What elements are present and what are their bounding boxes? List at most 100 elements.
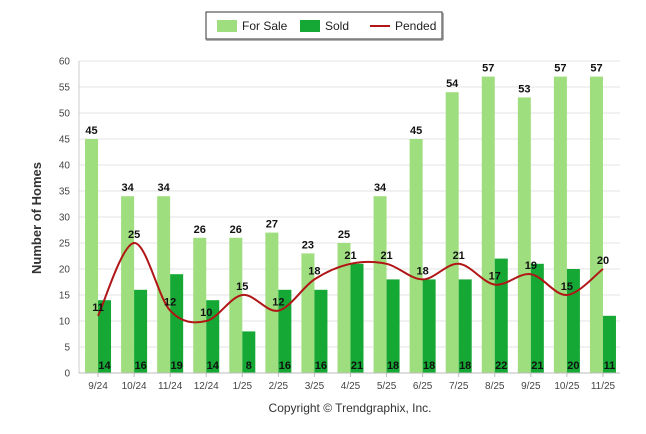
y-tick-label: 50 — [59, 109, 71, 120]
data-label-for-sale: 45 — [85, 125, 97, 137]
data-label-for-sale: 26 — [230, 224, 242, 236]
data-label-pended: 18 — [417, 265, 429, 277]
y-tick-label: 60 — [59, 57, 71, 68]
data-label-sold: 14 — [98, 360, 111, 372]
x-tick-label: 11/24 — [158, 381, 183, 392]
data-label-for-sale: 34 — [158, 182, 171, 194]
x-tick-label: 9/24 — [88, 381, 108, 392]
data-label-for-sale: 45 — [410, 125, 422, 137]
bar-for-sale — [85, 139, 99, 373]
legend-box — [205, 11, 443, 40]
bar-sold — [278, 289, 292, 373]
data-label-sold: 18 — [423, 360, 435, 372]
data-label-sold: 21 — [531, 360, 543, 372]
bar-for-sale — [409, 139, 423, 373]
bar-for-sale — [517, 97, 531, 374]
x-tick-label: 5/25 — [377, 381, 397, 392]
data-label-sold: 16 — [279, 360, 291, 372]
data-label-pended: 18 — [308, 265, 320, 277]
copyright-text: Copyright © Trendgraphix, Inc. — [269, 401, 432, 415]
data-label-pended: 19 — [525, 260, 537, 272]
y-tick-label: 5 — [64, 343, 70, 354]
line-layer — [97, 241, 604, 324]
y-tick-label: 35 — [59, 187, 71, 198]
data-label-pended: 17 — [489, 271, 501, 283]
bar-for-sale — [121, 196, 135, 373]
y-tick-label: 20 — [59, 265, 71, 276]
data-label-sold: 21 — [351, 360, 363, 372]
x-tick-label: 2/25 — [269, 381, 289, 392]
legend-swatch — [300, 20, 320, 32]
legend-swatch — [217, 20, 237, 32]
data-label-for-sale: 54 — [446, 78, 459, 90]
bar-sold — [170, 274, 184, 373]
y-tick-label: 40 — [59, 161, 71, 172]
bar-sold — [350, 263, 364, 373]
data-label-sold: 19 — [171, 360, 183, 372]
bar-sold — [314, 289, 328, 373]
bar-sold — [494, 258, 508, 373]
bar-sold — [134, 289, 148, 373]
legend: For Sale Sold Pended — [205, 11, 444, 41]
data-label-for-sale: 34 — [121, 182, 134, 194]
data-label-sold: 18 — [387, 360, 399, 372]
bar-for-sale — [301, 253, 315, 373]
data-label-for-sale: 34 — [374, 182, 387, 194]
legend-label: Sold — [325, 19, 349, 33]
data-label-sold: 20 — [567, 360, 579, 372]
x-tick-label: 6/25 — [413, 381, 433, 392]
data-label-sold: 11 — [604, 360, 616, 372]
data-label-sold: 22 — [495, 360, 507, 372]
data-label-pended: 25 — [128, 229, 140, 241]
y-tick-label: 45 — [59, 135, 71, 146]
bar-for-sale — [373, 196, 387, 373]
data-label-pended: 21 — [453, 250, 465, 262]
x-tick-label: 10/25 — [554, 381, 579, 392]
data-label-pended: 21 — [380, 250, 392, 262]
data-label-for-sale: 27 — [266, 219, 278, 231]
bar-for-sale — [481, 76, 495, 373]
bar-sold — [458, 279, 472, 373]
y-tick-label: 10 — [59, 317, 71, 328]
bar-for-sale — [589, 76, 603, 373]
data-label-for-sale: 23 — [302, 239, 314, 251]
x-tick-label: 9/25 — [521, 381, 541, 392]
data-label-for-sale: 25 — [338, 229, 350, 241]
x-tick-label: 3/25 — [305, 381, 325, 392]
data-label-sold: 16 — [134, 360, 146, 372]
data-label-pended: 15 — [236, 281, 248, 293]
x-tick-label: 11/25 — [591, 381, 616, 392]
data-label-for-sale: 26 — [194, 224, 206, 236]
bar-sold — [602, 315, 616, 373]
data-label-for-sale: 57 — [482, 63, 494, 75]
bar-for-sale — [265, 232, 279, 373]
bar-sold — [422, 279, 436, 373]
x-tick-label: 1/25 — [233, 381, 253, 392]
y-tick-label: 0 — [64, 369, 70, 380]
x-tick-label: 4/25 — [341, 381, 361, 392]
bar-sold — [242, 331, 256, 373]
data-label-sold: 18 — [459, 360, 471, 372]
y-tick-label: 55 — [59, 83, 71, 94]
bar-for-sale — [193, 237, 207, 373]
data-label-pended: 12 — [164, 297, 176, 309]
y-tick-label: 30 — [59, 213, 71, 224]
data-label-sold: 8 — [246, 360, 252, 372]
bars-layer — [85, 76, 616, 374]
pended-line — [97, 241, 604, 324]
data-label-pended: 20 — [597, 255, 609, 267]
data-label-for-sale: 57 — [590, 63, 602, 75]
legend-items: For Sale Sold Pended — [217, 19, 436, 33]
y-tick-label: 15 — [59, 291, 71, 302]
data-label-sold: 14 — [207, 360, 220, 372]
axes-layer: 0 5 10 15 20 25 30 35 40 45 50 55 60 9/24 10/24 11/24 12… — [59, 57, 620, 392]
data-label-for-sale: 53 — [518, 83, 530, 95]
bar-sold — [386, 279, 400, 373]
y-axis-label: Number of Homes — [29, 162, 44, 274]
legend-label: For Sale — [242, 19, 288, 33]
bar-for-sale — [157, 196, 171, 373]
legend-label: Pended — [395, 19, 436, 33]
data-label-pended: 10 — [200, 307, 212, 319]
